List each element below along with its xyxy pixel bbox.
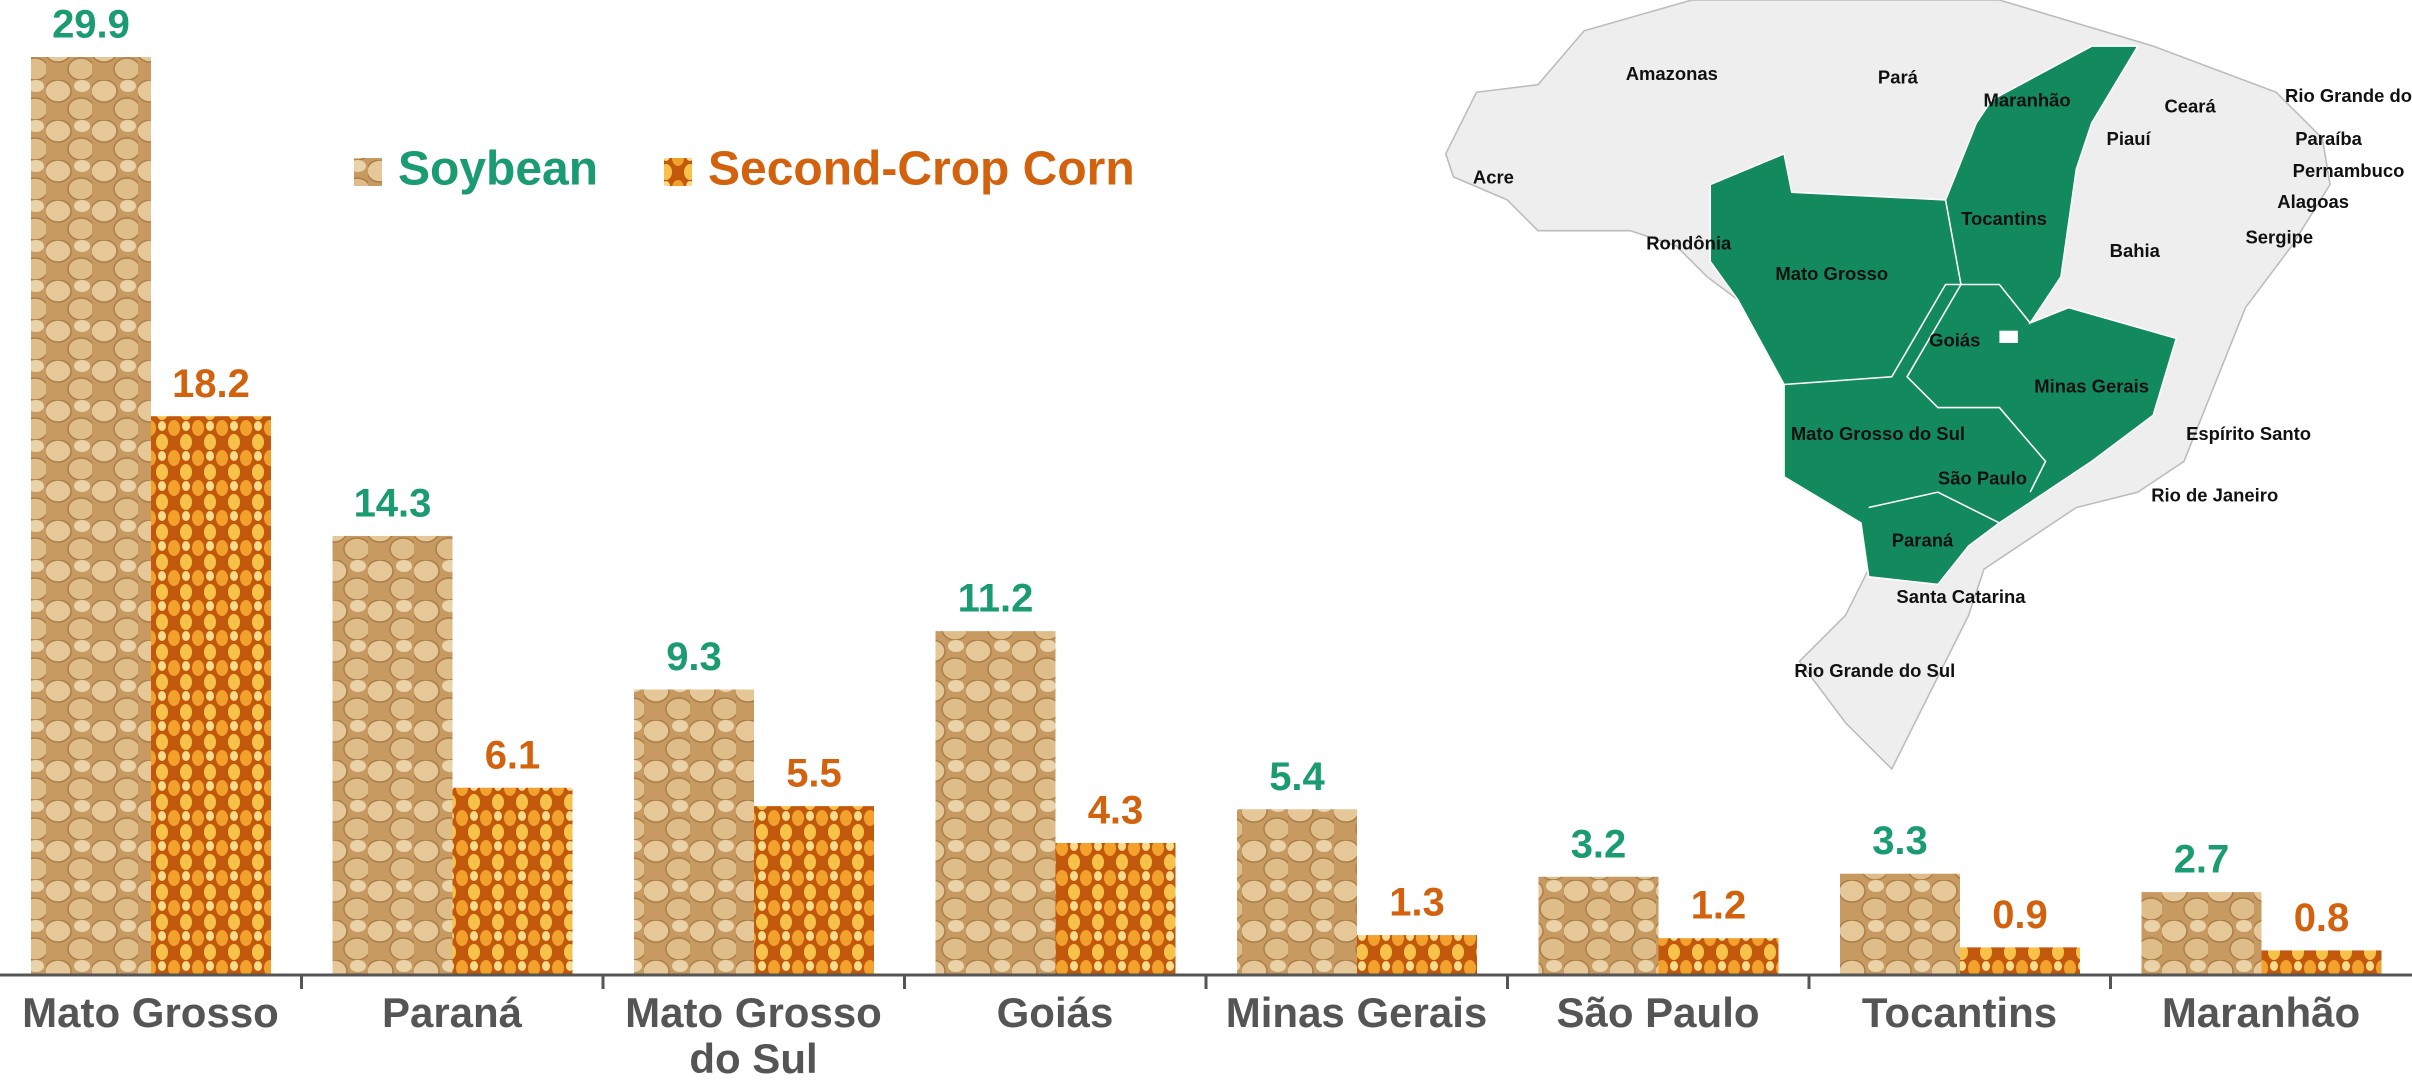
map-label: Santa Catarina [1896,586,2026,607]
bar [1539,877,1659,975]
map-label: Pará [1878,66,1919,87]
value-label: 9.3 [666,635,722,679]
map-label: Sergipe [2245,226,2313,247]
map-district [1999,331,2017,343]
map: Amazonas Pará Maranhão Ceará Rio Grande do Pa… [1446,0,2412,769]
map-label: São Paulo [1938,468,2027,489]
value-label: 6.1 [485,733,541,777]
bar [754,806,874,975]
x-tick-label: Goiás [905,990,1206,1036]
x-tick-label: Tocantins [1809,990,2110,1036]
value-label: 0.9 [1992,893,2048,937]
value-label: 0.8 [2294,896,2350,940]
map-label: Amazonas [1626,63,1718,84]
legend-label: Second-Crop Corn [708,143,1135,196]
legend-swatch [354,158,382,186]
map-label: Mato Grosso [1775,263,1888,284]
page: Amazonas Pará Maranhão Ceará Rio Grande do Pa… [0,0,2412,1084]
bar [333,536,453,975]
map-label: Rio Grande do [2285,85,2412,106]
bar [936,631,1056,975]
value-label: 1.2 [1691,884,1747,928]
value-label: 4.3 [1088,789,1144,833]
bar [1960,947,2080,975]
map-label: Espírito Santo [2186,423,2311,444]
value-label: 1.3 [1389,881,1445,925]
x-tick-label: Minas Gerais [1206,990,1507,1036]
map-label: Tocantins [1961,208,2047,229]
map-label: Goiás [1929,329,1980,350]
bar [1659,938,1779,975]
map-label: Acre [1473,166,1514,187]
value-label: 11.2 [958,577,1034,621]
map-label: Bahia [2110,240,2161,261]
value-label: 5.4 [1269,755,1325,799]
bar [31,57,151,975]
map-label: Rondônia [1646,232,1732,253]
bar [453,788,573,975]
bar [2142,892,2262,975]
map-label: Paraíba [2295,128,2362,149]
map-label: Maranhão [1984,89,2071,110]
bar [2262,950,2382,975]
x-tick-label: Mato Grosso [0,990,301,1036]
value-label: 2.7 [2174,838,2230,882]
x-tick-label: Paraná [302,990,603,1036]
value-label: 14.3 [354,482,432,526]
x-tick-label: Mato Grosso do Sul [603,990,904,1082]
legend-label: Soybean [398,143,598,196]
bar [151,416,271,975]
legend-swatch [664,158,692,186]
map-label: Rio de Janeiro [2151,485,2278,506]
chart: Amazonas Pará Maranhão Ceará Rio Grande do Pa… [0,0,2412,1084]
map-label: Minas Gerais [2034,375,2149,396]
bar [1237,809,1357,975]
map-label: Alagoas [2277,191,2349,212]
x-tick-label: São Paulo [1508,990,1809,1036]
value-label: 3.3 [1872,819,1928,863]
bar [634,689,754,975]
map-label: Piauí [2107,128,2152,149]
map-label: Mato Grosso do Sul [1791,423,1965,444]
map-label: Ceará [2164,96,2216,117]
bar [1840,874,1960,975]
map-label: Rio Grande do Sul [1794,660,1955,681]
bar [1357,935,1477,975]
x-tick-label: Maranhão [2111,990,2412,1036]
map-label: Paraná [1892,529,1954,550]
map-label: Pernambuco [2293,160,2405,181]
value-label: 18.2 [172,362,250,406]
value-label: 5.5 [786,752,842,796]
value-label: 29.9 [52,3,130,47]
value-label: 3.2 [1571,822,1627,866]
bar [1056,843,1176,975]
